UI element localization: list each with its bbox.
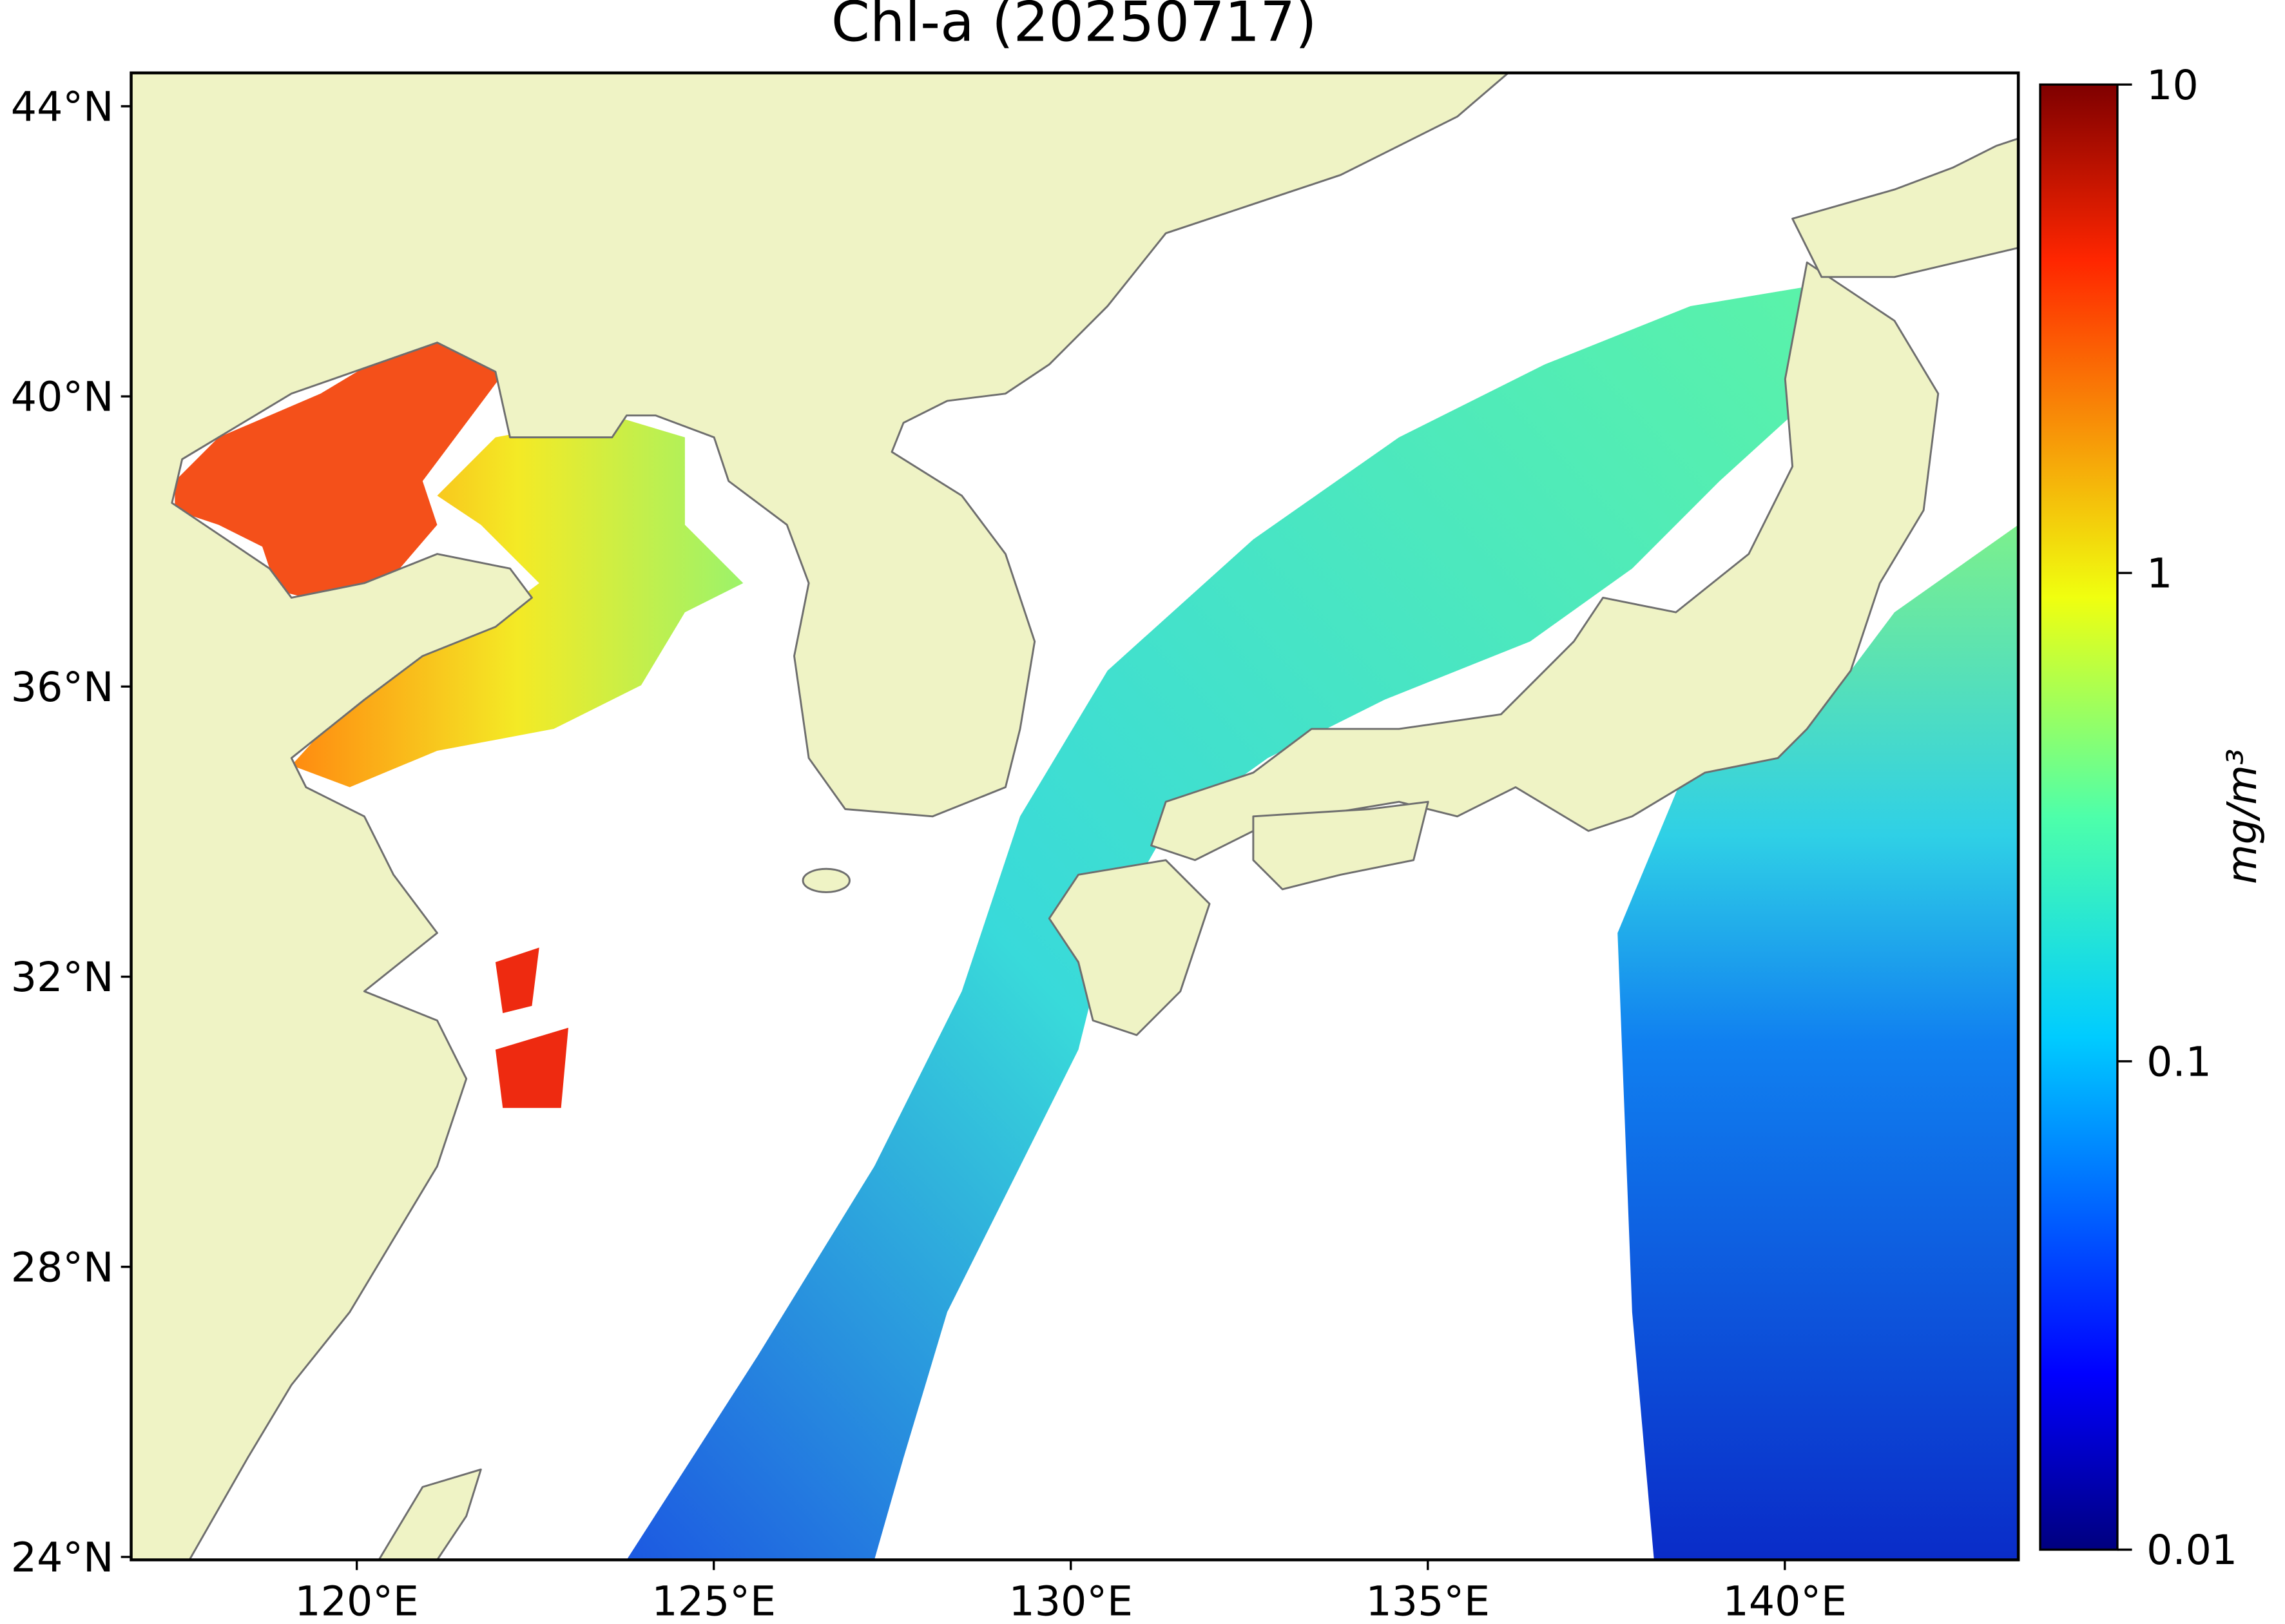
y-tick-label: 40°N: [11, 373, 114, 421]
shikoku: [1252, 800, 1429, 891]
east-sea-chl: [626, 284, 1822, 1560]
hokkaido: [1791, 137, 2019, 278]
map-frame: [130, 71, 2020, 1561]
y-tick-label: 24°N: [11, 1534, 114, 1581]
colorbar-tick-label: 10: [2146, 61, 2199, 109]
jeju: [802, 867, 851, 893]
yangtze-chl: [495, 947, 568, 1108]
colorbar: [2039, 83, 2119, 1551]
y-tick-label: 36°N: [11, 663, 114, 711]
x-tick-label: 135°E: [1366, 1577, 1490, 1624]
y-tick-label: 44°N: [11, 82, 114, 130]
x-tick-label: 120°E: [294, 1577, 419, 1624]
y-tick-label: 28°N: [11, 1243, 114, 1291]
taiwan: [378, 1468, 482, 1560]
colorbar-label: mg/m³: [2218, 749, 2266, 884]
bohai-chl: [175, 327, 510, 605]
map-area: [131, 73, 2019, 1560]
colorbar-tick-label: 1: [2146, 550, 2172, 597]
kyushu: [1048, 859, 1211, 1036]
colorbar-gradient: [2039, 83, 2119, 1551]
colorbar-tick-label: 0.01: [2146, 1526, 2237, 1574]
x-tick-label: 125°E: [651, 1577, 776, 1624]
pacific-chl: [1617, 525, 2019, 1560]
colorbar-tick-label: 0.1: [2146, 1038, 2212, 1085]
asian-mainland: [131, 73, 1510, 1560]
x-tick-label: 130°E: [1008, 1577, 1133, 1624]
map-title: Chl-a (20250717): [831, 0, 1317, 54]
x-tick-label: 140°E: [1723, 1577, 1847, 1624]
y-tick-label: 32°N: [11, 953, 114, 1001]
